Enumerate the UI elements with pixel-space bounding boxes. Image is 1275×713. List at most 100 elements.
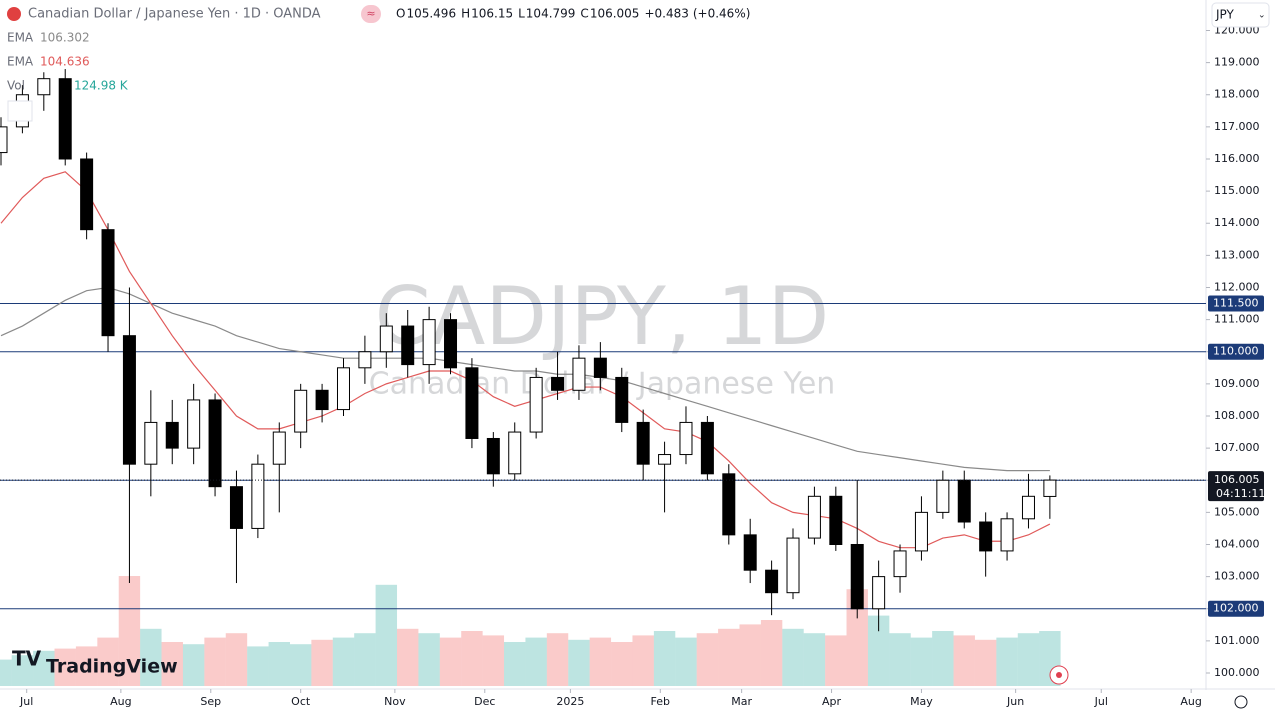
collapse-button[interactable] [7, 100, 33, 122]
ema-line [0, 286, 1050, 472]
x-tick-label: 2025 [556, 695, 584, 708]
volume-bar [568, 639, 590, 686]
candle-body [914, 511, 928, 552]
volume-bar [97, 637, 119, 686]
x-tick-label: Dec [474, 695, 495, 708]
ohlc-key: C [580, 7, 588, 21]
volume-bar [739, 624, 761, 686]
currency-button[interactable] [1211, 2, 1270, 28]
candle-body [636, 421, 650, 465]
x-tick-label: Jul [19, 695, 33, 708]
candle-body [551, 376, 565, 391]
x-tick-label: Nov [384, 695, 406, 708]
volume-bar [889, 633, 911, 686]
candle-body [294, 389, 308, 433]
y-tick-label: 107.000 [1214, 441, 1260, 454]
ohlc-value: 105.496 [406, 7, 456, 21]
candle-body [379, 325, 393, 353]
y-tick-label: 104.000 [1214, 537, 1260, 550]
volume-bar [439, 637, 462, 686]
volume-bar [974, 639, 997, 686]
y-tick-label: 105.000 [1214, 505, 1260, 518]
change: +0.483 [644, 7, 688, 21]
candle-body [358, 351, 372, 369]
volume-bar [118, 576, 141, 686]
candle-body [486, 437, 500, 475]
y-tick-label: 109.000 [1214, 377, 1260, 390]
candle-body [0, 126, 8, 154]
candle-body [144, 421, 158, 465]
candle-body [872, 576, 886, 610]
candle-body [658, 454, 672, 465]
x-tick-label: Sep [200, 695, 221, 708]
dropdown-icon: ⌄ [1258, 11, 1266, 21]
volume-bar [482, 635, 505, 686]
candle-body [122, 335, 136, 465]
volume-bar [75, 646, 98, 686]
indicator-badge[interactable] [361, 5, 381, 23]
candle-body [829, 495, 843, 545]
change-pct: (+0.46%) [693, 7, 751, 21]
indicator-value: 104.636 [40, 55, 90, 69]
candle-body [893, 550, 907, 578]
candle-body [187, 399, 201, 449]
candle-body [251, 463, 265, 529]
ema-line [0, 171, 1051, 549]
volume-value: 124.98 K [74, 79, 129, 93]
volume-bar [268, 642, 290, 686]
volume-bar [996, 637, 1018, 686]
ohlc-value: 104.799 [526, 7, 576, 21]
volume-bar [418, 633, 440, 686]
volume-bar [289, 644, 312, 686]
candle-body [336, 367, 350, 411]
ohlc-key: O [396, 7, 405, 21]
candle-body [165, 421, 179, 449]
candle-body [465, 367, 479, 439]
volume-bar [225, 633, 248, 686]
volume-bar [675, 637, 697, 686]
y-tick-label: 115.000 [1214, 184, 1260, 197]
y-tick-label: 117.000 [1214, 120, 1260, 133]
ohlc-key: L [518, 7, 525, 21]
replay-dot [1056, 672, 1062, 678]
volume-bar [332, 637, 355, 686]
indicator-value: 106.302 [40, 31, 90, 45]
candle-body [679, 421, 693, 456]
y-tick-label: 118.000 [1214, 88, 1260, 101]
volume-bar [140, 628, 162, 686]
candle-body [58, 78, 72, 160]
candle-body [208, 399, 222, 488]
candle-body [807, 495, 821, 539]
indicator-name: EMA [7, 55, 34, 69]
candle-body [101, 229, 115, 337]
candle-body [272, 431, 286, 465]
volume-bar [1017, 633, 1040, 686]
volume-bar [11, 655, 34, 686]
x-tick-label: Aug [1180, 695, 1201, 708]
ohlc-value: 106.005 [590, 7, 640, 21]
candle-body [401, 325, 415, 366]
volume-bar [589, 637, 612, 686]
y-tick-label: 114.000 [1214, 216, 1260, 229]
volume-bar [846, 589, 868, 686]
level-label-bg [1208, 600, 1264, 617]
candle-body [786, 537, 800, 594]
flag-icon [7, 7, 21, 21]
y-tick-label: 108.000 [1214, 409, 1260, 422]
volume-bar [932, 631, 954, 686]
candle-body [529, 376, 543, 433]
volume-bar [397, 628, 419, 686]
ohlc-value: 106.15 [471, 7, 513, 21]
level-label-bg [1208, 295, 1264, 312]
volume-bar [0, 659, 12, 686]
badge-symbol: ≈ [366, 7, 375, 20]
candle-body [722, 473, 736, 536]
y-tick-label: 113.000 [1214, 248, 1260, 261]
settings-icon[interactable] [1234, 695, 1248, 709]
volume-bar [867, 615, 890, 686]
ohlc-key: H [461, 7, 470, 21]
y-tick-label: 111.000 [1214, 313, 1260, 326]
candle-body [508, 431, 522, 475]
indicator-name: EMA [7, 31, 34, 45]
